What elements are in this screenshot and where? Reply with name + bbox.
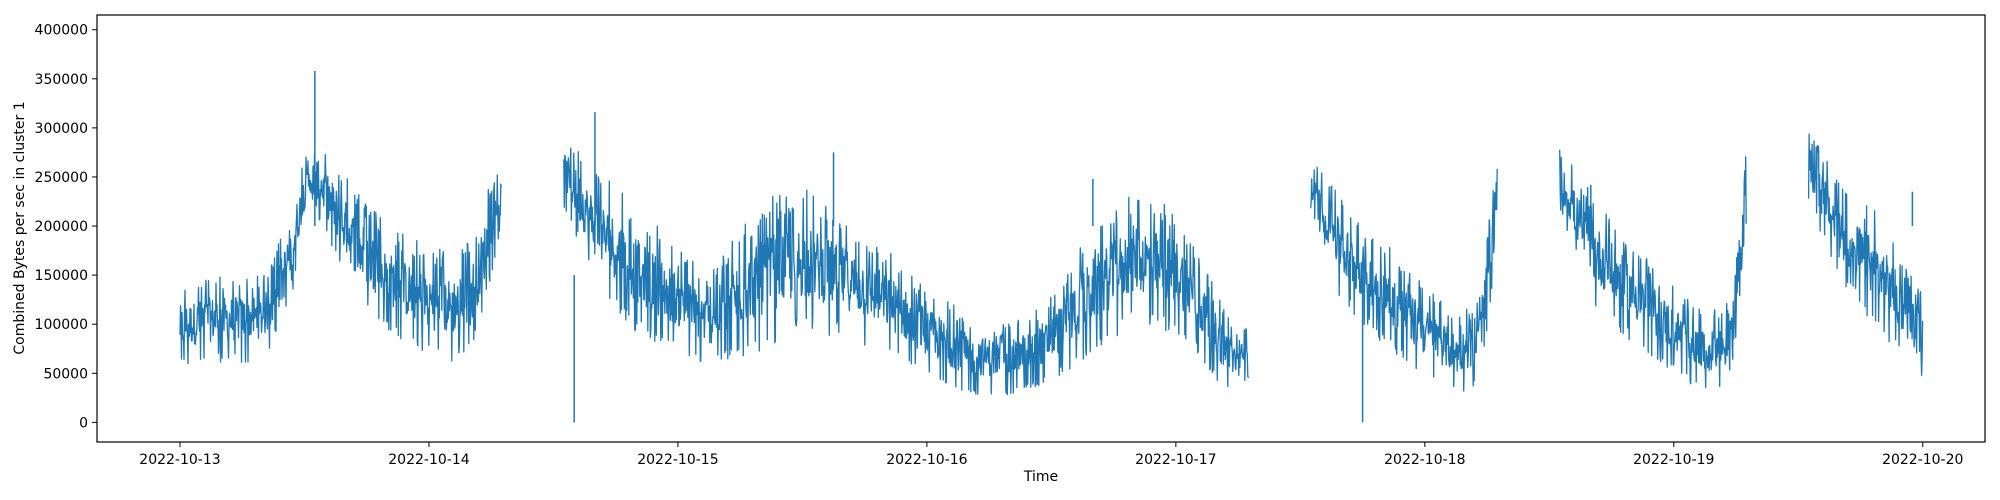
y-tick-label: 0 xyxy=(79,415,88,431)
x-axis: 2022-10-13 2022-10-14 2022-10-15 2022-10-16… xyxy=(139,442,1963,468)
x-tick-label: 2022-10-20 xyxy=(1882,452,1963,468)
y-tick-label: 200000 xyxy=(35,219,88,235)
y-tick-label: 400000 xyxy=(35,23,88,39)
y-tick-label: 350000 xyxy=(35,72,88,88)
x-tick-label: 2022-10-13 xyxy=(139,452,220,468)
y-tick-label: 150000 xyxy=(35,268,88,284)
plot-frame xyxy=(96,14,1986,443)
y-axis: 0 50000 100000 150000 200000 250000 300000 3500… xyxy=(35,23,97,431)
x-tick-label: 2022-10-15 xyxy=(637,452,718,468)
y-tick-label: 250000 xyxy=(35,170,88,186)
x-axis-label: Time xyxy=(1023,469,1058,485)
y-tick-label: 50000 xyxy=(43,366,88,382)
y-axis-label: Combined Bytes per sec in cluster 1 xyxy=(12,101,28,354)
series-line-0 xyxy=(179,133,1924,396)
x-tick-label: 2022-10-16 xyxy=(886,452,967,468)
y-tick-label: 100000 xyxy=(35,317,88,333)
x-tick-label: 2022-10-18 xyxy=(1384,452,1465,468)
y-tick-label: 300000 xyxy=(35,121,88,137)
plot-layer xyxy=(179,70,1924,423)
x-tick-label: 2022-10-14 xyxy=(388,452,469,468)
x-tick-label: 2022-10-19 xyxy=(1633,452,1714,468)
x-tick-label: 2022-10-17 xyxy=(1135,452,1216,468)
